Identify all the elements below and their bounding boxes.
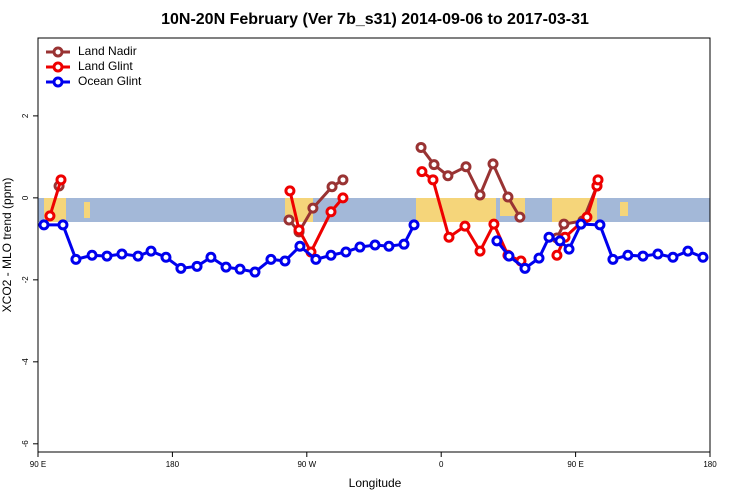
data-point (307, 202, 319, 214)
data-point (652, 248, 664, 260)
data-point (398, 238, 410, 250)
data-point (487, 158, 499, 170)
data-point (415, 141, 427, 153)
data-point (294, 240, 306, 252)
chart-title: 10N-20N February (Ver 7b_s31) 2014-09-06… (161, 11, 589, 28)
data-point (234, 263, 246, 275)
data-point (474, 189, 486, 201)
data-point (592, 174, 604, 186)
y-axis-label: XCO2 - MLO trend (ppm) (0, 178, 14, 313)
data-point (132, 250, 144, 262)
data-point (191, 260, 203, 272)
legend-label: Land Glint (78, 59, 133, 73)
data-point (101, 250, 113, 262)
data-point (408, 219, 420, 231)
data-point (488, 218, 500, 230)
data-point (145, 245, 157, 257)
data-point (175, 262, 187, 274)
legend-label: Ocean Glint (78, 74, 142, 88)
data-point (551, 249, 563, 261)
data-point (563, 243, 575, 255)
data-point (594, 219, 606, 231)
data-point (86, 249, 98, 261)
data-point (427, 174, 439, 186)
x-tick-label: 90 E (567, 460, 583, 469)
data-point (369, 239, 381, 251)
data-point (279, 255, 291, 267)
x-tick-label: 90 E (30, 460, 46, 469)
data-point (116, 248, 128, 260)
data-point (337, 174, 349, 186)
data-point (265, 253, 277, 265)
data-point (697, 251, 709, 263)
data-point (354, 241, 366, 253)
data-point (667, 251, 679, 263)
data-point (383, 240, 395, 252)
y-tick-label: -4 (21, 358, 30, 366)
data-point (337, 192, 349, 204)
legend-marker (52, 46, 64, 58)
data-point (326, 181, 338, 193)
x-tick-label: 180 (166, 460, 180, 469)
data-point (443, 231, 455, 243)
y-tick-label: -2 (21, 276, 30, 284)
data-point (325, 249, 337, 261)
y-tick-label: -6 (21, 440, 30, 448)
data-point (284, 185, 296, 197)
data-point (459, 220, 471, 232)
data-point (428, 159, 440, 171)
data-point (533, 252, 545, 264)
data-point (283, 214, 295, 226)
data-point (607, 253, 619, 265)
y-tick-label: 0 (21, 195, 30, 200)
data-point (416, 166, 428, 178)
y-tick-label: 2 (21, 113, 30, 118)
x-tick-label: 90 W (297, 460, 316, 469)
data-point (57, 219, 69, 231)
data-point (70, 253, 82, 265)
data-point (38, 219, 50, 231)
data-point (503, 250, 515, 262)
legend-marker (52, 76, 64, 88)
data-point (581, 211, 593, 223)
data-point (474, 245, 486, 257)
data-point (220, 261, 232, 273)
data-point (554, 235, 566, 247)
data-point (340, 246, 352, 258)
data-point (442, 170, 454, 182)
data-point (249, 266, 261, 278)
data-point (44, 210, 56, 222)
plot-frame (37, 37, 711, 453)
data-point (293, 224, 305, 236)
data-point (491, 235, 503, 247)
map-strip (38, 198, 710, 222)
data-point (622, 249, 634, 261)
data-point (502, 191, 514, 203)
series-line (287, 146, 599, 239)
data-point (460, 161, 472, 173)
data-point (558, 218, 570, 230)
data-point (205, 251, 217, 263)
legend-marker (52, 61, 64, 73)
legend-label: Land Nadir (78, 44, 137, 58)
x-axis-label: Longitude (349, 476, 402, 490)
data-point (575, 218, 587, 230)
data-point (514, 211, 526, 223)
data-point (543, 231, 555, 243)
data-point (325, 206, 337, 218)
x-tick-label: 180 (703, 460, 717, 469)
data-point (310, 253, 322, 265)
data-point (160, 251, 172, 263)
data-point (55, 174, 67, 186)
data-point (637, 250, 649, 262)
data-point (682, 245, 694, 257)
x-tick-label: 0 (439, 460, 444, 469)
data-point (519, 262, 531, 274)
